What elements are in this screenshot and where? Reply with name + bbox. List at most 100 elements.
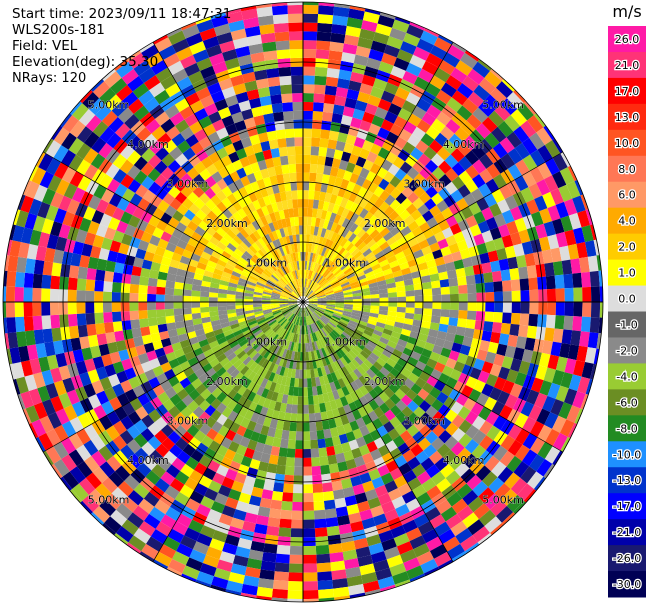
gate-cell — [143, 251, 155, 262]
gate-cell — [195, 16, 212, 25]
gate-cell — [165, 280, 176, 289]
gate-cell — [121, 91, 139, 108]
gate-cell — [12, 361, 25, 379]
gate-cell — [498, 258, 510, 271]
gate-cell — [531, 211, 544, 227]
gate-cell — [255, 331, 265, 340]
gate-cell — [390, 265, 402, 273]
gate-cell — [246, 212, 256, 223]
gate-cell — [308, 302, 318, 305]
colorbar-tick: 17.0 — [615, 85, 640, 98]
gate-cell — [323, 269, 331, 278]
gate-cell — [291, 305, 299, 312]
gate-cell — [373, 395, 385, 407]
gate-cell — [524, 337, 536, 351]
gate-cell — [343, 422, 353, 434]
gate-cell — [281, 394, 289, 404]
gate-cell — [53, 162, 69, 180]
gate-cell — [370, 551, 387, 564]
gate-cell — [317, 305, 326, 310]
gate-cell — [16, 256, 27, 273]
gate-cell — [341, 52, 356, 64]
gate-cell — [303, 198, 309, 208]
colorbar-tick: 13.0 — [615, 111, 640, 124]
gate-cell — [334, 291, 344, 296]
gate-cell — [333, 380, 342, 390]
gate-cell — [390, 404, 402, 417]
gate-cell — [291, 225, 296, 236]
gate-cell — [268, 222, 276, 233]
gate-cell — [14, 302, 24, 318]
gate-cell — [337, 78, 351, 89]
gate-cell — [337, 247, 346, 257]
gate-cell — [494, 302, 504, 313]
gate-cell — [281, 308, 290, 313]
gate-cell — [456, 447, 472, 463]
gate-cell — [396, 291, 406, 298]
gate-cell — [270, 304, 280, 308]
gate-cell — [366, 534, 382, 547]
gate-cell — [493, 213, 507, 228]
gate-cell — [299, 287, 302, 297]
gate-cell — [210, 12, 227, 20]
gate-cell — [279, 155, 289, 166]
gate-cell — [334, 256, 343, 265]
gate-cell — [127, 179, 142, 194]
gate-cell — [453, 361, 466, 373]
gate-cell — [298, 387, 303, 397]
gate-cell — [190, 231, 202, 242]
gate-cell — [394, 423, 407, 436]
gate-cell — [367, 319, 377, 326]
gate-cell — [400, 197, 413, 210]
gate-cell — [192, 417, 205, 431]
gate-cell — [333, 289, 343, 294]
gate-cell — [432, 179, 445, 193]
gate-cell — [349, 280, 360, 287]
gate-cell — [276, 49, 291, 60]
gate-cell — [157, 354, 169, 366]
gate-cell — [259, 95, 272, 107]
gate-cell — [434, 361, 446, 373]
gate-cell — [165, 506, 181, 522]
gate-cell — [265, 254, 274, 264]
gate-cell — [344, 304, 354, 308]
gate-cell — [249, 322, 259, 329]
gate-cell — [154, 430, 168, 444]
gate-cell — [130, 274, 141, 285]
gate-cell — [304, 307, 307, 317]
gate-cell — [582, 286, 592, 302]
gate-cell — [279, 298, 289, 301]
gate-cell — [297, 269, 301, 279]
gate-cell — [186, 220, 199, 232]
range-label: 1.00km — [324, 335, 366, 348]
gate-cell — [167, 60, 185, 76]
gate-cell — [223, 329, 234, 337]
gate-cell — [348, 336, 358, 345]
gate-cell — [314, 331, 320, 341]
gate-cell — [372, 329, 383, 337]
gate-cell — [270, 147, 280, 159]
gate-cell — [288, 235, 294, 245]
gate-cell — [290, 341, 295, 352]
gate-cell — [306, 306, 312, 315]
gate-cell — [255, 251, 264, 261]
gate-cell — [257, 279, 267, 286]
gate-cell — [366, 57, 382, 70]
gate-cell — [89, 245, 102, 259]
gate-cell — [394, 168, 407, 181]
gate-cell — [244, 183, 254, 195]
gate-cell — [510, 312, 521, 325]
gate-cell — [159, 330, 170, 341]
gate-cell — [241, 8, 258, 20]
gate-cell — [589, 270, 600, 287]
gate-cell — [303, 589, 319, 600]
gate-cell — [280, 338, 287, 348]
gate-cell — [385, 460, 399, 473]
gate-cell — [334, 497, 347, 509]
gate-cell — [336, 337, 345, 346]
gate-cell — [390, 331, 402, 339]
gate-cell — [211, 139, 225, 152]
gate-cell — [280, 306, 290, 311]
gate-cell — [451, 551, 467, 562]
gate-cell — [340, 345, 349, 355]
